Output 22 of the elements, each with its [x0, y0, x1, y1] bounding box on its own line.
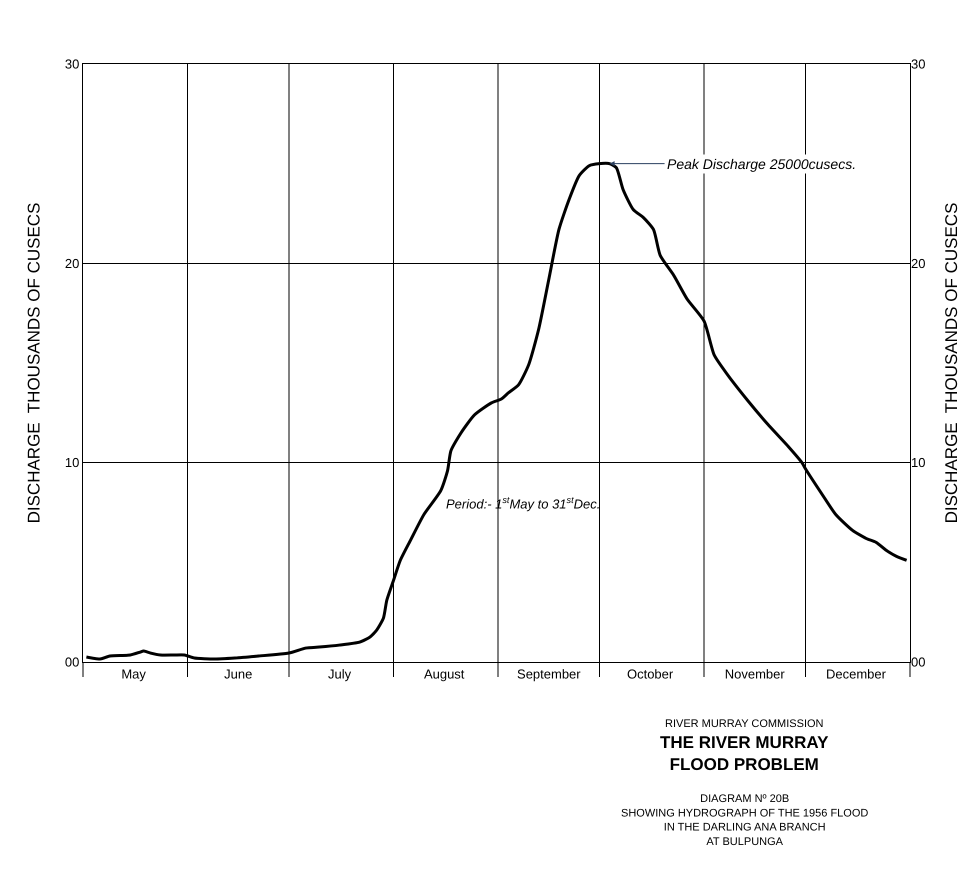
y2-tick-label: 10	[911, 455, 926, 470]
x-tick-label: June	[224, 666, 252, 682]
x-tick-label: August	[424, 666, 465, 682]
x-tick-label: December	[826, 666, 887, 682]
y2-axis-title: DISCHARGE THOUSANDS OF CUSECS	[942, 202, 961, 524]
annotation: Peak Discharge 25000cusecs.	[667, 156, 856, 172]
text: DIAGRAM Nº 20B SHOWING HYDROGRAPH OF THE 1956 FLOOD IN THE DARLING ANA BRANCH AT BULPUNGA	[621, 793, 868, 848]
y2-tick-label: 20	[911, 256, 926, 271]
y-tick-label: 30	[64, 56, 80, 72]
x-tick-label: May	[121, 666, 146, 682]
y-tick-label: 00	[64, 654, 80, 670]
y-tick-label: 10	[64, 455, 80, 470]
x-tick-label: July	[328, 666, 352, 682]
y-tick-label: 20	[64, 256, 80, 271]
x-tick-label: November	[724, 666, 786, 682]
y2-tick-label: 00	[911, 654, 926, 670]
text: RIVER MURRAY COMMISSION	[665, 718, 824, 730]
y2-tick-label: 30	[911, 56, 926, 72]
x-tick-label: September	[517, 666, 582, 682]
text: THE RIVER MURRAY FLOOD PROBLEM	[660, 733, 830, 774]
y-axis-title: DISCHARGE THOUSANDS OF CUSECS	[24, 202, 44, 524]
x-tick-label: October	[626, 666, 674, 682]
